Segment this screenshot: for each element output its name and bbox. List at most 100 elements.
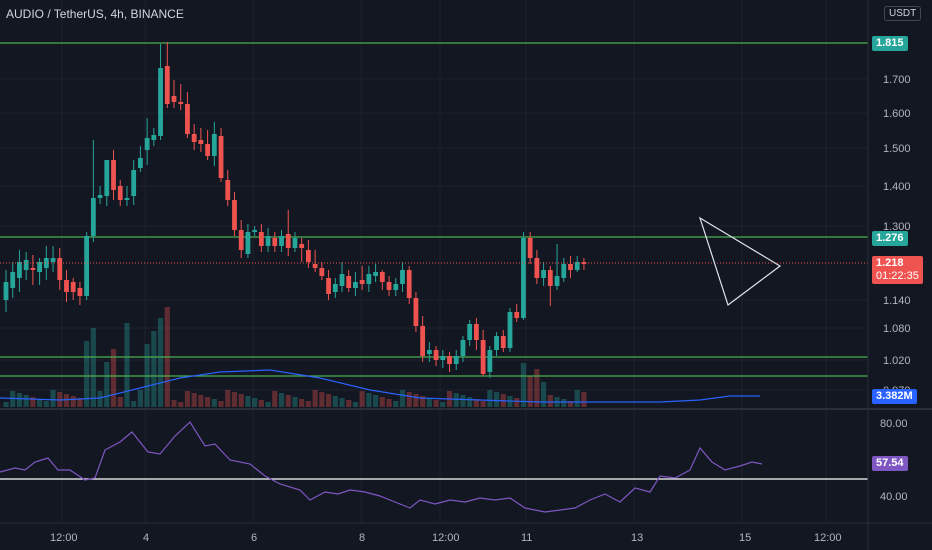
- horizontal-levels: [0, 42, 868, 377]
- candle-body: [57, 258, 63, 280]
- volume-bar: [366, 393, 372, 407]
- volume-bar: [131, 401, 137, 407]
- candle-body: [232, 200, 237, 230]
- candle-body: [359, 280, 365, 284]
- candle-body: [111, 160, 116, 190]
- currency-button[interactable]: USDT: [884, 6, 922, 21]
- candle-body: [460, 340, 466, 356]
- candle-body: [64, 280, 69, 292]
- candle-body: [292, 238, 298, 248]
- candle-body: [225, 180, 231, 200]
- volume-bar: [453, 393, 459, 407]
- rsi-tick: 80.00: [880, 418, 908, 430]
- price-tick: 1.140: [883, 295, 911, 307]
- volume-bar: [110, 349, 117, 407]
- rsi-pane[interactable]: [0, 421, 868, 513]
- volume-bar: [124, 323, 130, 407]
- volume-bar: [258, 400, 264, 407]
- triangle-pattern-drawing: [698, 216, 782, 306]
- volume-bar: [198, 395, 204, 407]
- volume-bar: [567, 401, 574, 407]
- candle-body: [326, 278, 331, 294]
- volume-bar: [117, 397, 123, 407]
- level-price-text: 1.815: [876, 37, 904, 49]
- volume-bar: [84, 341, 90, 407]
- candle-body: [433, 350, 439, 360]
- candle-body: [346, 276, 352, 288]
- time-tick: 12:00: [814, 532, 842, 544]
- candle-body: [554, 276, 560, 286]
- candle-body: [171, 96, 177, 102]
- volume-bar: [292, 397, 298, 407]
- volume-bar: [70, 396, 76, 407]
- candle-body: [541, 270, 546, 278]
- price-tick: 1.400: [883, 181, 911, 193]
- volume-bar: [406, 392, 412, 407]
- volume-bar: [63, 394, 70, 407]
- candle-body: [50, 258, 56, 262]
- candle-body: [339, 274, 345, 286]
- candle-body: [245, 232, 251, 254]
- candle-body: [238, 230, 244, 250]
- volume-bar: [278, 393, 285, 407]
- candle-body: [440, 356, 446, 360]
- candle-body: [23, 260, 29, 270]
- candle-body: [252, 230, 258, 232]
- volume-bar: [487, 390, 493, 407]
- volume-bar: [265, 402, 271, 407]
- rsi-axis[interactable]: 80.00 40.00: [880, 418, 908, 503]
- candle-body: [581, 262, 587, 264]
- candle-body: [131, 170, 137, 196]
- volume-bar: [171, 400, 177, 407]
- volume-bar: [440, 402, 446, 407]
- rsi-value-badge: 57.54: [872, 456, 908, 471]
- candle-body: [393, 284, 399, 290]
- candle-body: [332, 284, 338, 292]
- time-tick: 12:00: [432, 532, 460, 544]
- volume-bar: [480, 401, 486, 407]
- candle-body: [400, 270, 405, 284]
- volume-bar: [225, 390, 231, 407]
- volume-bar: [211, 399, 217, 407]
- time-tick: 11: [521, 532, 532, 544]
- volume-bar: [252, 398, 258, 407]
- volume-bar: [541, 382, 547, 407]
- candle-body: [500, 336, 506, 348]
- candle-body: [312, 264, 318, 268]
- candle-body: [77, 288, 83, 296]
- volume-bar: [332, 396, 338, 407]
- time-axis[interactable]: 12:00 4 6 8 12:00 11 13 15 12:00: [50, 532, 842, 544]
- rsi-value-text: 57.54: [876, 457, 904, 469]
- candle-body: [138, 158, 143, 168]
- candle-body: [30, 268, 36, 270]
- volume-bar: [137, 390, 143, 407]
- candle-body: [413, 298, 419, 326]
- volume-bar: [104, 362, 110, 407]
- candle-body: [447, 356, 452, 364]
- candle-body: [507, 312, 513, 348]
- chart-title[interactable]: AUDIO / TetherUS, 4h, BINANCE: [6, 7, 184, 21]
- volume-bar: [23, 395, 29, 407]
- candle-body: [3, 282, 9, 300]
- volume-bar: [574, 390, 580, 407]
- candle-body: [185, 104, 190, 134]
- volume-bar: [460, 395, 466, 407]
- volume-bar: [3, 402, 9, 407]
- volume-bar: [386, 399, 392, 407]
- candle-body: [386, 282, 392, 290]
- volume-bar: [184, 391, 191, 407]
- volume-bar: [534, 369, 540, 407]
- candle-body: [70, 282, 76, 292]
- candle-body: [124, 198, 130, 200]
- volume-bar: [77, 398, 83, 407]
- candle-body: [218, 136, 224, 178]
- volume-bar: [561, 399, 567, 407]
- bar-countdown-text: 01:22:35: [876, 270, 919, 282]
- volume-bar: [37, 399, 43, 407]
- price-tick: 1.600: [883, 108, 911, 120]
- volume-bar: [359, 391, 365, 407]
- price-tick: 1.020: [883, 355, 911, 367]
- candle-body: [373, 272, 378, 276]
- candle-body: [191, 134, 197, 142]
